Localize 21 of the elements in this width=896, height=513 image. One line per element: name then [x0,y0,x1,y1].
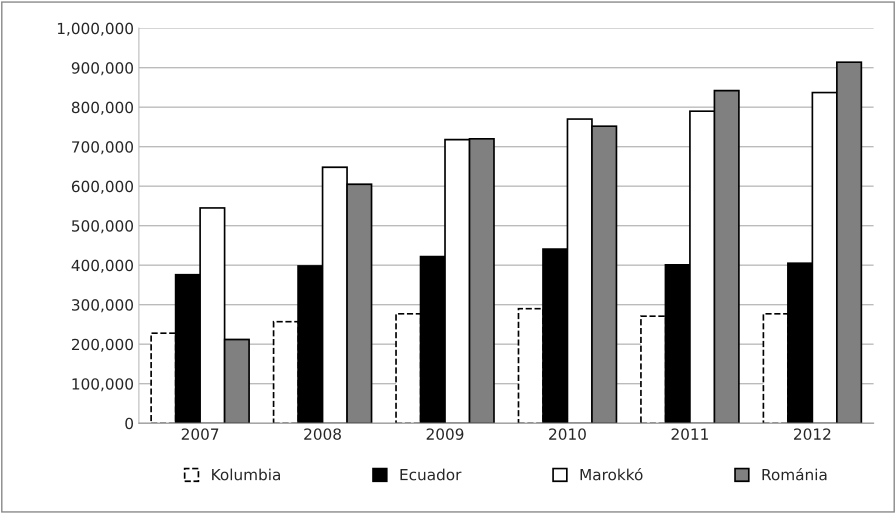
legend-label: Ecuador [400,468,462,480]
y-tick-label: 800,000 [72,102,134,115]
y-tick-label: 400,000 [72,260,134,273]
x-tick-label: 2011 [672,428,708,440]
legend-label: Marokkó [580,468,643,480]
y-tick-label: 100,000 [72,378,134,392]
y-tick-label: 600,000 [72,180,134,194]
y-tick-label: 700,000 [72,141,134,154]
y-tick-label: 500,000 [72,220,134,234]
legend-label: Románia [762,468,826,480]
y-tick-label: 900,000 [72,62,134,76]
x-tick-label: 2012 [794,428,830,440]
y-tick-label: 200,000 [72,338,134,352]
y-tick-label: 300,000 [72,299,134,312]
x-tick-label: 2010 [549,428,586,440]
y-tick-label: 0 [125,418,134,430]
x-tick-label: 2008 [304,428,341,440]
y-tick-label: 1,000,000 [58,22,134,36]
x-tick-label: 2007 [182,428,218,440]
legend-label: Kolumbia [212,468,280,480]
x-tick-label: 2009 [426,428,464,440]
